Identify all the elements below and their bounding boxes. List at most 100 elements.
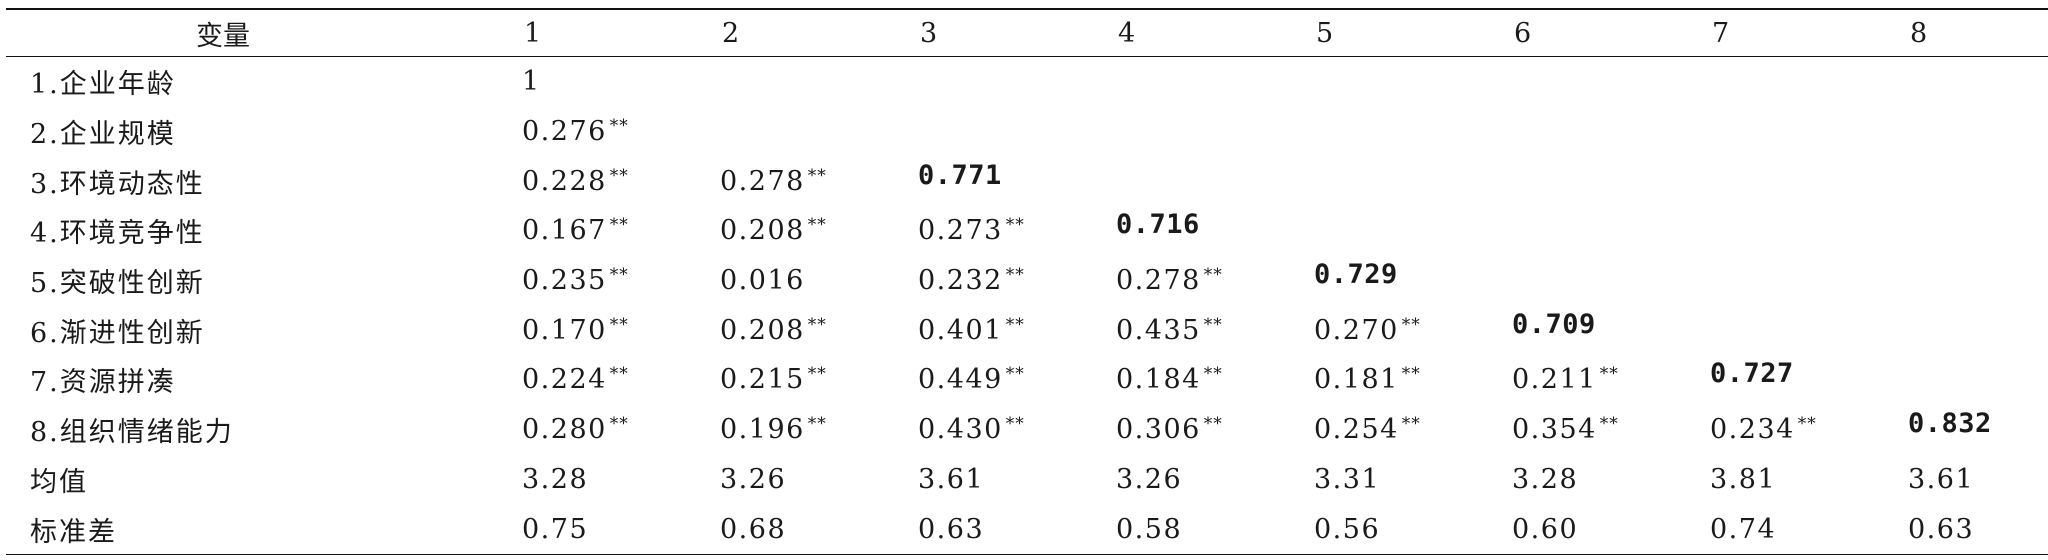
significance-marker: ** [609,364,629,385]
cell-value: 0.232 [918,265,1003,297]
table-cell: 0.435 ** [1114,305,1312,355]
table-cell [1312,107,1510,157]
significance-marker: ** [807,314,827,335]
significance-marker: ** [807,364,827,385]
table-cell [1906,156,2048,206]
table-cell [1708,57,1906,107]
table-cell: 0.276 ** [520,107,718,157]
cell-value: 0.016 [720,265,805,297]
cell-value: 0.58 [1116,513,1183,545]
table-cell: 0.63 [916,504,1114,554]
table-cell: 0.716 [1114,200,1312,250]
table-cell [1708,107,1906,157]
table-cell: 0.729 [1312,250,1510,300]
table-row: 6.渐进性创新 0.170 ** 0.208 ** 0.401 ** 0.435 ** 0.270… [6,305,2048,355]
table-cell: 0.63 [1906,504,2048,554]
table-row: 均值 3.28 3.26 3.61 3.26 3.31 3.28 3.81 3.61 [6,455,2048,505]
cell-value: 0.832 [1908,408,1992,440]
cell-value: 0.276 [522,116,607,148]
header-col-8: 8 [1910,17,1928,49]
cell-value: 0.401 [918,314,1003,346]
cell-value: 0.196 [720,414,805,446]
table-cell: 0.208 ** [718,206,916,256]
cell-value: 0.224 [522,364,607,396]
table-cell: 3.31 [1312,455,1510,505]
table-cell [1312,57,1510,107]
cell-value: 0.273 [918,215,1003,247]
significance-marker: ** [1599,364,1619,385]
table-row: 标准差 0.75 0.68 0.63 0.58 0.56 0.60 0.74 0.63 [6,504,2048,555]
table-cell: 0.208 ** [718,305,916,355]
correlation-table: 变量 1 2 3 4 5 6 7 8 1.企业年龄 1 2.企业规模 0.276 ** 3… [6,8,2048,555]
table-cell: 0.270 ** [1312,305,1510,355]
row-label: 5.突破性创新 [30,268,205,300]
cell-value: 0.184 [1116,364,1201,396]
table-cell: 0.306 ** [1114,405,1312,455]
table-cell [916,107,1114,157]
table-cell [1708,305,1906,355]
cell-value: 3.81 [1710,463,1777,495]
significance-marker: ** [1401,364,1421,385]
table-cell [1708,256,1906,306]
table-cell: 0.709 [1510,299,1708,349]
cell-value: 0.74 [1710,513,1777,545]
table-cell: 0.58 [1114,504,1312,554]
table-cell: 0.278 ** [1114,256,1312,306]
table-cell: 0.196 ** [718,405,916,455]
table-cell: 0.211 ** [1510,355,1708,405]
cell-value: 3.61 [918,463,985,495]
table-cell [1312,156,1510,206]
row-label: 2.企业规模 [30,119,176,151]
cell-value: 0.771 [918,159,1002,191]
significance-marker: ** [1401,414,1421,435]
table-cell: 1 [520,57,718,107]
table-cell: 0.280 ** [520,405,718,455]
significance-marker: ** [1005,414,1025,435]
table-cell: 0.75 [520,504,718,554]
cell-value: 0.716 [1116,209,1200,241]
cell-value: 0.75 [522,513,589,545]
significance-marker: ** [807,165,827,186]
table-cell [718,107,916,157]
table-cell [1906,57,2048,107]
table-cell [1510,57,1708,107]
table-cell: 0.68 [718,504,916,554]
cell-value: 0.181 [1314,364,1399,396]
table-cell: 0.234 ** [1708,405,1906,455]
row-label: 1.企业年龄 [30,69,176,101]
table-cell: 3.81 [1708,455,1906,505]
table-cell: 0.273 ** [916,206,1114,256]
header-col-6: 6 [1514,17,1532,49]
table-cell: 0.170 ** [520,305,718,355]
row-label: 6.渐进性创新 [30,317,205,349]
table-row: 1.企业年龄 1 [6,57,2048,107]
table-cell: 0.016 [718,256,916,306]
significance-marker: ** [609,165,629,186]
cell-value: 0.306 [1116,414,1201,446]
cell-value: 0.228 [522,165,607,197]
table-cell: 0.832 [1906,399,2048,449]
table-cell [1708,206,1906,256]
cell-value: 0.63 [918,513,985,545]
cell-value: 0.68 [720,513,787,545]
table-cell: 0.56 [1312,504,1510,554]
table-cell: 0.727 [1708,349,1906,399]
cell-value: 3.28 [1512,463,1579,495]
cell-value: 0.208 [720,314,805,346]
table-cell [1906,355,2048,405]
table-cell [1906,256,2048,306]
significance-marker: ** [1203,364,1223,385]
row-label: 4.环境竞争性 [30,218,205,250]
significance-marker: ** [1203,314,1223,335]
significance-marker: ** [609,414,629,435]
table-cell: 3.26 [718,455,916,505]
cell-value: 0.63 [1908,513,1975,545]
table-cell: 0.354 ** [1510,405,1708,455]
table-cell [1114,107,1312,157]
table-cell: 3.61 [1906,455,2048,505]
table-cell: 0.184 ** [1114,355,1312,405]
cell-value: 0.208 [720,215,805,247]
table-cell: 0.235 ** [520,256,718,306]
significance-marker: ** [609,116,629,137]
cell-value: 0.449 [918,364,1003,396]
